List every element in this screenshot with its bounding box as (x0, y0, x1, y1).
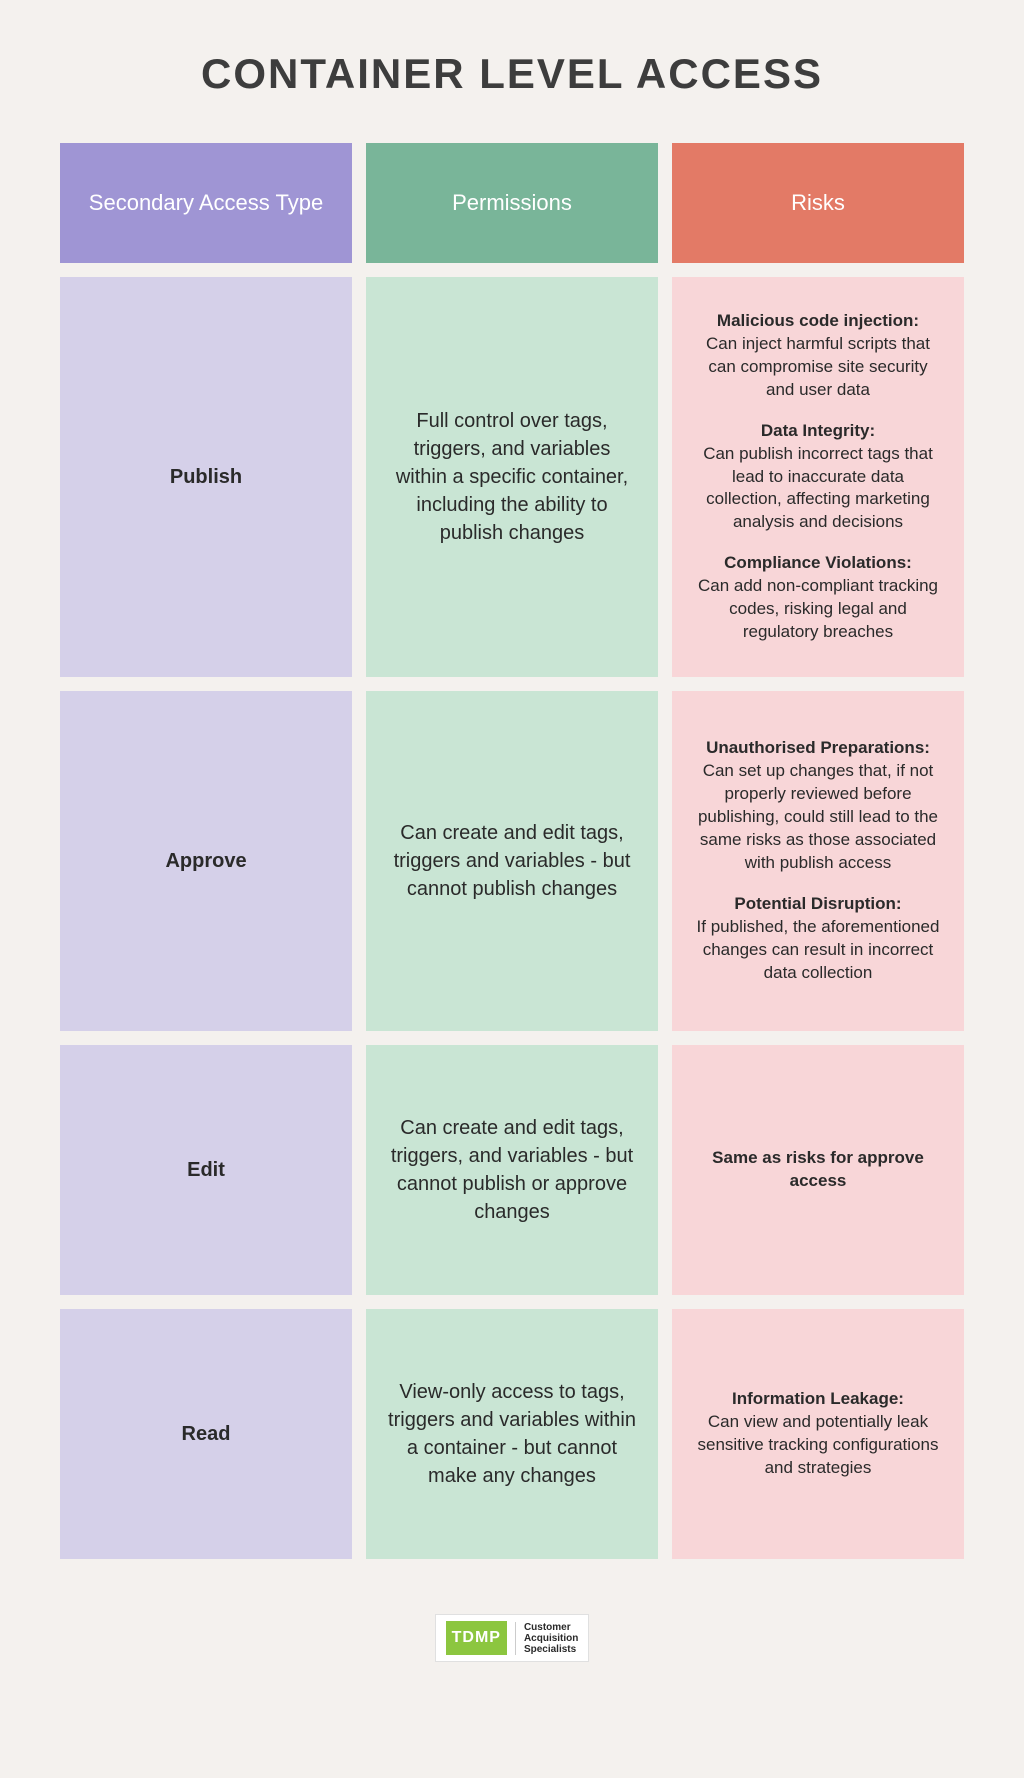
page-title: CONTAINER LEVEL ACCESS (60, 50, 964, 98)
table-row: Publish Full control over tags, triggers… (60, 277, 964, 677)
risk-text: Can publish incorrect tags that lead to … (694, 443, 942, 535)
logo-tagline-line: Specialists (524, 1644, 578, 1655)
risk-item: Malicious code injection: Can inject har… (694, 310, 942, 402)
access-type-cell: Edit (60, 1045, 352, 1295)
table-row: Read View-only access to tags, triggers … (60, 1309, 964, 1559)
permissions-cell: Can create and edit tags, triggers and v… (366, 691, 658, 1031)
risk-item: Compliance Violations: Can add non-compl… (694, 552, 942, 644)
risk-text: If published, the aforementioned changes… (694, 916, 942, 985)
risk-text: Can set up changes that, if not properly… (694, 760, 942, 875)
access-type-cell: Publish (60, 277, 352, 677)
risk-plain: Same as risks for approve access (694, 1147, 942, 1193)
permissions-cell: View-only access to tags, triggers and v… (366, 1309, 658, 1559)
permissions-cell: Full control over tags, triggers, and va… (366, 277, 658, 677)
risk-text: Can add non-compliant tracking codes, ri… (694, 575, 942, 644)
risk-title: Malicious code injection: (694, 310, 942, 333)
risk-text: Can inject harmful scripts that can comp… (694, 333, 942, 402)
header-risks: Risks (672, 143, 964, 263)
risks-cell: Malicious code injection: Can inject har… (672, 277, 964, 677)
access-type-cell: Approve (60, 691, 352, 1031)
table-header-row: Secondary Access Type Permissions Risks (60, 143, 964, 263)
risk-title: Potential Disruption: (694, 893, 942, 916)
logo-tagline-line: Acquisition (524, 1633, 578, 1644)
risks-cell: Unauthorised Preparations: Can set up ch… (672, 691, 964, 1031)
header-access-type: Secondary Access Type (60, 143, 352, 263)
header-permissions: Permissions (366, 143, 658, 263)
risks-cell: Information Leakage: Can view and potent… (672, 1309, 964, 1559)
footer-logo: TDMP Customer Acquisition Specialists (435, 1614, 590, 1662)
footer: TDMP Customer Acquisition Specialists (60, 1614, 964, 1662)
risks-cell: Same as risks for approve access (672, 1045, 964, 1295)
risk-title: Unauthorised Preparations: (694, 737, 942, 760)
permissions-cell: Can create and edit tags, triggers, and … (366, 1045, 658, 1295)
risk-title: Information Leakage: (694, 1388, 942, 1411)
risk-item: Potential Disruption: If published, the … (694, 893, 942, 985)
risk-title: Data Integrity: (694, 420, 942, 443)
logo-badge: TDMP (446, 1621, 507, 1655)
risk-item: Information Leakage: Can view and potent… (694, 1388, 942, 1480)
table-row: Approve Can create and edit tags, trigge… (60, 691, 964, 1031)
risk-text: Can view and potentially leak sensitive … (694, 1411, 942, 1480)
risk-item: Unauthorised Preparations: Can set up ch… (694, 737, 942, 875)
logo-tagline-line: Customer (524, 1622, 578, 1633)
risk-item: Data Integrity: Can publish incorrect ta… (694, 420, 942, 535)
risk-title: Compliance Violations: (694, 552, 942, 575)
access-type-cell: Read (60, 1309, 352, 1559)
table-row: Edit Can create and edit tags, triggers,… (60, 1045, 964, 1295)
logo-tagline: Customer Acquisition Specialists (515, 1622, 578, 1655)
access-table: Secondary Access Type Permissions Risks … (60, 143, 964, 1559)
